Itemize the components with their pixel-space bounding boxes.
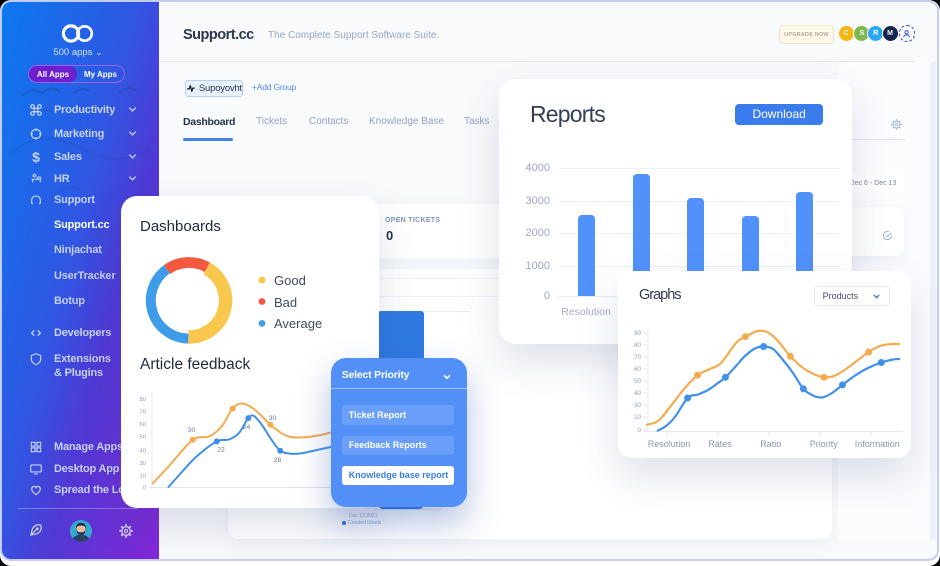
svg-text:40: 40	[140, 449, 146, 455]
svg-text:60: 60	[634, 366, 641, 373]
svg-text:30: 30	[634, 402, 641, 409]
svg-text:10: 10	[634, 414, 641, 421]
svg-text:30: 30	[269, 415, 277, 422]
svg-text:60: 60	[140, 422, 146, 428]
svg-text:10: 10	[140, 474, 146, 480]
svg-text:40: 40	[634, 390, 641, 397]
svg-text:80: 80	[140, 397, 146, 403]
svg-text:50: 50	[634, 378, 641, 385]
svg-text:70: 70	[634, 354, 641, 361]
svg-text:Rates: Rates	[708, 439, 732, 449]
svg-text:Ratio: Ratio	[760, 439, 781, 449]
svg-text:50: 50	[140, 435, 146, 441]
svg-text:30: 30	[188, 427, 196, 434]
svg-text:70: 70	[140, 410, 146, 416]
svg-text:Information: Information	[855, 439, 900, 449]
svg-text:30: 30	[140, 461, 146, 467]
svg-text:0: 0	[638, 427, 642, 434]
svg-text:90: 90	[634, 330, 641, 337]
svg-text:22: 22	[217, 447, 225, 454]
svg-text:Priority: Priority	[810, 439, 839, 449]
svg-text:24: 24	[243, 424, 251, 431]
svg-text:28: 28	[274, 457, 282, 464]
svg-text:0: 0	[143, 486, 146, 492]
svg-text:80: 80	[634, 342, 641, 349]
svg-text:Resolution: Resolution	[648, 439, 691, 449]
